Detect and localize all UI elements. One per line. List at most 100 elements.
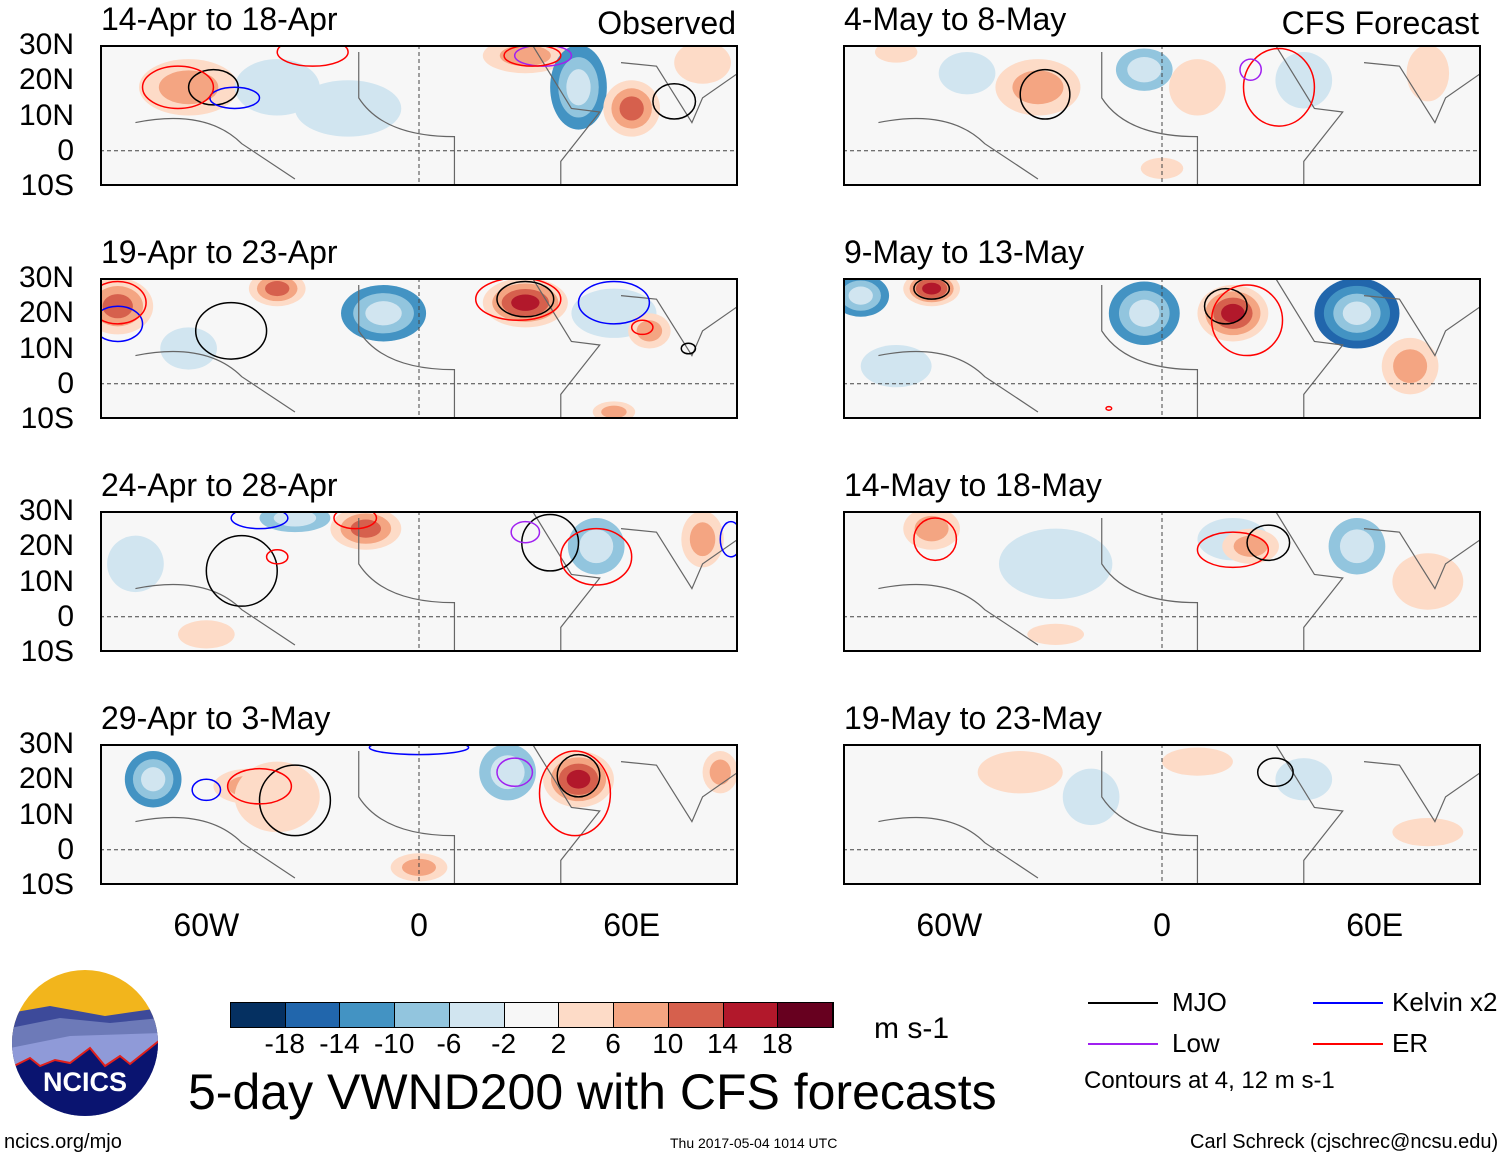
footer-url[interactable]: ncics.org/mjo xyxy=(4,1131,122,1153)
mjo-contour xyxy=(258,764,332,837)
lat-label: 10S xyxy=(20,402,74,435)
lon-label: 60E xyxy=(1346,907,1404,943)
legend-low: Low xyxy=(1172,1028,1220,1058)
lat-label: 20N xyxy=(18,296,74,330)
mjo-contour xyxy=(913,278,951,300)
er-contour xyxy=(1196,531,1270,569)
lat-label: 30N xyxy=(18,28,74,61)
mjo-contour xyxy=(205,534,278,607)
negative-anomaly xyxy=(1129,299,1160,327)
negative-anomaly xyxy=(141,767,166,792)
colorbar-swatch xyxy=(395,1003,450,1027)
positive-anomaly xyxy=(1393,349,1428,384)
negative-anomaly xyxy=(579,529,614,564)
er-contour xyxy=(1210,284,1284,357)
positive-anomaly xyxy=(1140,157,1184,179)
legend-mjo: MJO xyxy=(1172,987,1227,1017)
positive-anomaly xyxy=(265,281,290,297)
map-panel xyxy=(100,511,738,652)
coastline xyxy=(878,511,1481,652)
panel-title: 29-Apr to 3-May xyxy=(101,700,331,736)
panel-frame xyxy=(100,744,738,885)
negative-anomaly xyxy=(1062,768,1120,826)
logo-text: NCICS xyxy=(43,1067,127,1097)
footer-timestamp: Thu 2017-05-04 1014 UTC xyxy=(670,1135,838,1151)
legend-mjo-line xyxy=(1088,1002,1158,1004)
negative-anomaly xyxy=(1275,758,1333,801)
negative-anomaly xyxy=(1275,52,1333,109)
low-contour xyxy=(510,520,541,544)
er-contour xyxy=(276,45,349,67)
map-panel xyxy=(843,45,1481,186)
colorbar-swatch xyxy=(285,1003,341,1027)
positive-anomaly xyxy=(511,294,540,311)
kelvin-contour xyxy=(191,778,222,802)
er-contour xyxy=(100,280,147,325)
er-contour xyxy=(503,45,562,67)
panel-title: 4-May to 8-May xyxy=(844,1,1067,37)
mjo-contour xyxy=(496,280,555,318)
lat-label: 10S xyxy=(20,169,74,202)
map-panel xyxy=(100,45,738,186)
coastline xyxy=(135,744,738,885)
kelvin-contour xyxy=(100,305,144,343)
er-contour xyxy=(226,767,293,805)
negative-anomaly xyxy=(848,286,873,305)
colorbar xyxy=(230,1002,834,1028)
positive-anomaly xyxy=(689,522,716,557)
legend: MJO Kelvin x2 Low ER Contours at 4, 12 m… xyxy=(1084,985,1508,1105)
lon-label: 0 xyxy=(1153,907,1171,943)
lat-label: 10N xyxy=(18,98,74,132)
panel-frame xyxy=(843,511,1481,652)
low-contour xyxy=(496,757,534,788)
mjo-contour xyxy=(556,753,601,798)
panel-title: 14-May to 18-May xyxy=(844,467,1102,503)
colorbar-swatch xyxy=(778,1003,834,1027)
colorbar-swatch xyxy=(723,1003,779,1027)
colorbar-swatch xyxy=(340,1003,396,1027)
positive-anomaly xyxy=(619,96,644,121)
colorbar-swatch xyxy=(668,1003,724,1027)
positive-anomaly xyxy=(1392,553,1464,610)
mjo-contour xyxy=(680,342,697,355)
panel-frame xyxy=(100,278,738,419)
kelvin-contour xyxy=(230,511,289,530)
mjo-contour xyxy=(652,83,697,120)
map-panel xyxy=(843,744,1481,885)
legend-kelvin: Kelvin x2 xyxy=(1392,987,1498,1017)
positive-anomaly xyxy=(922,282,942,295)
er-contour xyxy=(333,511,378,530)
colorbar-tick: 2 xyxy=(550,1028,567,1059)
mjo-contour xyxy=(1019,68,1071,120)
panel-frame xyxy=(843,278,1481,419)
negative-anomaly xyxy=(938,52,996,95)
footer-title: 5-day VWND200 with CFS forecasts xyxy=(188,1064,997,1120)
colorbar-tick: 14 xyxy=(706,1028,739,1059)
lon-label: 60E xyxy=(603,907,661,943)
negative-anomaly xyxy=(107,535,164,593)
panel-group-label: CFS Forecast xyxy=(1281,5,1479,41)
positive-anomaly xyxy=(1392,818,1464,847)
negative-anomaly xyxy=(1342,301,1372,325)
kelvin-contour xyxy=(719,520,738,558)
positive-anomaly xyxy=(566,769,591,789)
panel-frame xyxy=(843,744,1481,885)
panel-frame xyxy=(100,45,738,186)
positive-anomaly xyxy=(1027,623,1085,645)
colorbar-tick: -10 xyxy=(373,1028,415,1059)
lat-label: 20N xyxy=(18,529,74,563)
positive-anomaly xyxy=(636,320,663,342)
colorbar-swatch xyxy=(614,1003,669,1027)
positive-anomaly xyxy=(1406,45,1450,102)
lat-label: 20N xyxy=(18,762,74,796)
er-contour xyxy=(141,65,215,110)
coastline xyxy=(878,45,1481,186)
footer-credit: Carl Schreck (cjschrec@ncsu.edu) xyxy=(1190,1131,1499,1153)
panel-title: 19-May to 23-May xyxy=(844,700,1102,736)
positive-anomaly xyxy=(499,45,551,67)
negative-anomaly xyxy=(365,301,402,326)
positive-anomaly xyxy=(977,751,1063,794)
map-panel xyxy=(843,511,1481,652)
er-contour xyxy=(1105,405,1113,411)
positive-anomaly xyxy=(1169,59,1226,116)
